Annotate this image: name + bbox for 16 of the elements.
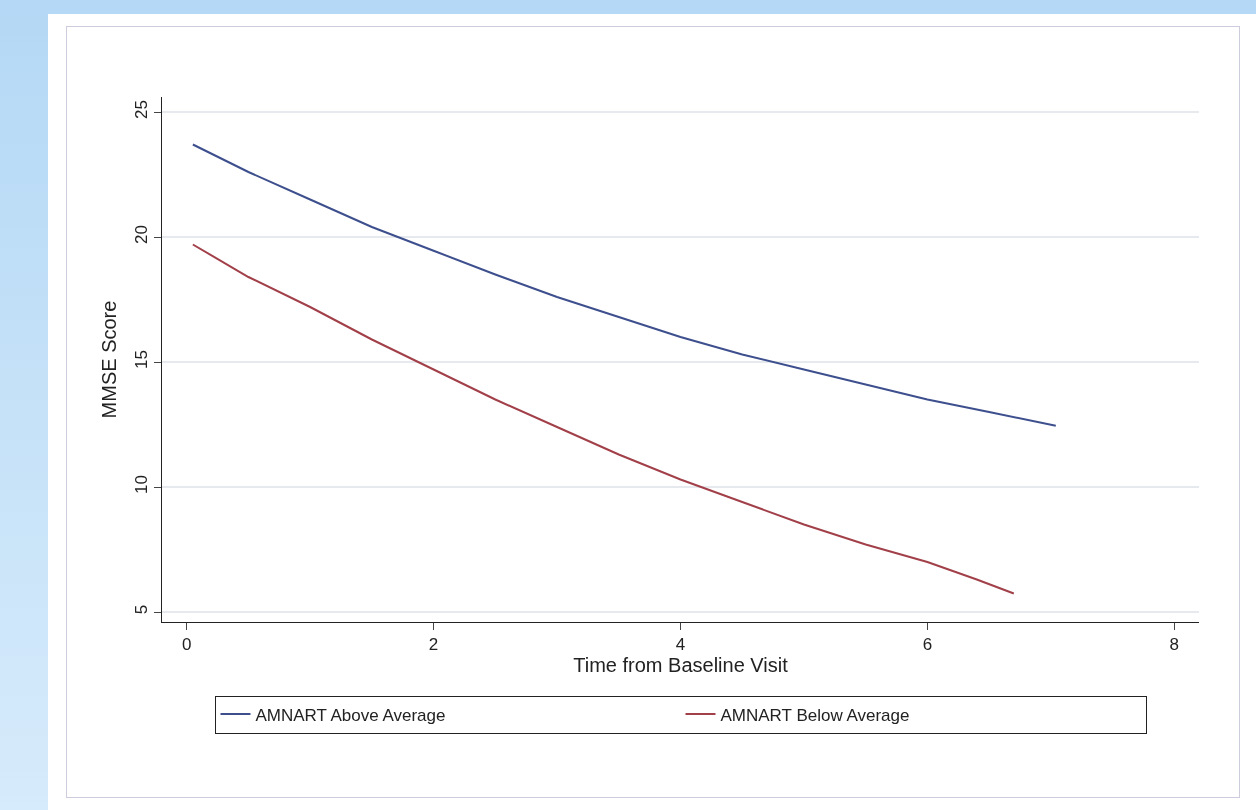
y-tick-label: 20 (132, 224, 152, 244)
x-tick-label: 0 (181, 635, 192, 655)
y-axis-title: MMSE Score (97, 300, 120, 419)
line-series (191, 243, 1015, 595)
y-tick-label: 25 (132, 99, 152, 119)
x-tick-label: 8 (1169, 635, 1180, 655)
x-tick-label: 4 (675, 635, 686, 655)
legend-label: AMNART Above Average (255, 705, 446, 725)
line-series (191, 143, 1057, 427)
x-axis-title: Time from Baseline Visit (573, 654, 789, 677)
legend-label: AMNART Below Average (720, 705, 910, 725)
x-tick-label: 2 (428, 635, 439, 655)
y-tick-label: 15 (132, 349, 152, 369)
y-tick-label: 10 (132, 474, 152, 494)
y-tick-label: 5 (132, 604, 152, 615)
x-tick-label: 6 (922, 635, 933, 655)
